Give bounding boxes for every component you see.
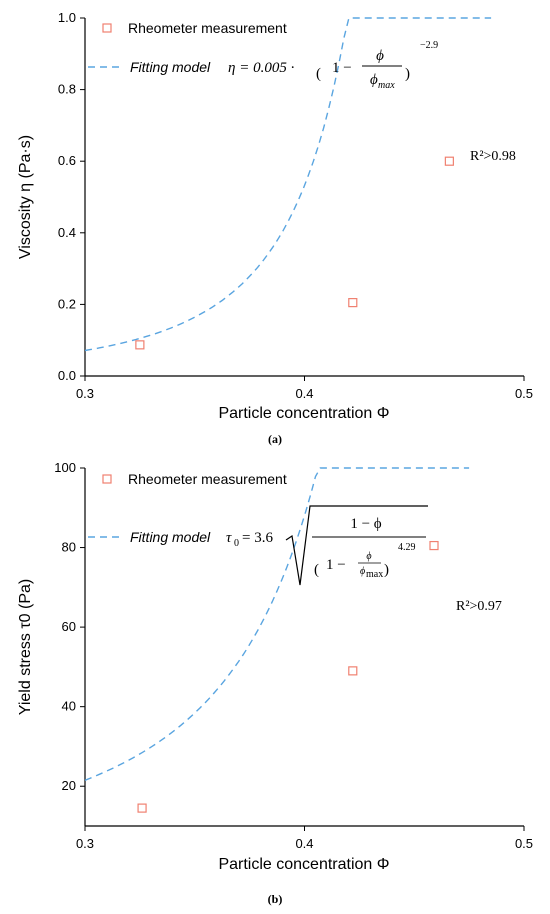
legend-marker-b xyxy=(102,474,112,484)
data-point xyxy=(348,666,358,676)
formula-b-den-lparen: ( xyxy=(314,562,319,578)
data-point xyxy=(444,156,454,166)
y-tick-label: 0.8 xyxy=(58,82,76,97)
formula-b-eq: = 3.6 xyxy=(242,530,273,546)
fit-curve-b xyxy=(84,467,470,781)
x-tick-label: 0.4 xyxy=(295,386,313,401)
formula-a-inner: 1 − xyxy=(332,60,352,76)
formula-b-num: 1 − ϕ xyxy=(350,516,381,532)
panel-a: 0.3 0.4 0.5 0.0 0.2 0.4 0.6 0.8 1.0 Particle co… xyxy=(17,10,533,446)
legend-marker-label-b: Rheometer measurement xyxy=(128,471,287,487)
caption-a: (a) xyxy=(268,432,282,446)
legend-marker-label-a: Rheometer measurement xyxy=(128,20,287,36)
y-tick-label: 40 xyxy=(62,699,76,714)
formula-b-den-rparen: ) xyxy=(384,562,389,578)
formula-a-lhs: η = 0.005 · xyxy=(228,60,294,76)
formula-a-lparen: ( xyxy=(316,66,321,82)
formula-b-den-inner: 1 − xyxy=(326,557,346,573)
formula-b-den-den: ϕ xyxy=(360,566,365,577)
caption-b: (b) xyxy=(268,892,283,906)
data-point xyxy=(348,298,358,308)
data-points-a xyxy=(135,156,454,350)
x-tick-label: 0.4 xyxy=(295,836,313,851)
legend-marker-a xyxy=(102,23,112,33)
formula-a: η = 0.005 · ( 1 − ϕ ϕ max ) −2.9 xyxy=(228,40,438,91)
formula-b-den-den-sub: max xyxy=(366,569,383,580)
data-point xyxy=(137,803,147,813)
y-ticks-b: 20 40 60 80 100 xyxy=(54,460,85,793)
formula-b-exponent: 4.29 xyxy=(398,542,416,553)
y-tick-label: 0.2 xyxy=(58,296,76,311)
y-tick-label: 20 xyxy=(62,778,76,793)
formula-b-den-num: ϕ xyxy=(366,551,371,562)
formula-a-num: ϕ xyxy=(376,48,384,64)
y-tick-label: 0.4 xyxy=(58,225,76,240)
formula-b-radical xyxy=(285,505,428,586)
y-tick-label: 60 xyxy=(62,619,76,634)
y-tick-label: 0.6 xyxy=(58,153,76,168)
formula-a-exponent: −2.9 xyxy=(420,40,438,51)
data-point xyxy=(429,540,439,551)
x-ticks-b: 0.3 0.4 0.5 xyxy=(76,826,533,851)
x-tick-label: 0.3 xyxy=(76,386,94,401)
y-tick-label: 100 xyxy=(54,460,76,475)
formula-b: τ 0 = 3.6 1 − ϕ ( 1 − ϕ ϕ max ) 4.29 xyxy=(226,505,428,586)
x-tick-label: 0.3 xyxy=(76,836,94,851)
y-ticks-a: 0.0 0.2 0.4 0.6 0.8 1.0 xyxy=(58,10,85,383)
y-tick-label: 80 xyxy=(62,540,76,555)
formula-a-rparen: ) xyxy=(405,66,410,82)
r2-label-b: R²>0.97 xyxy=(456,599,502,614)
formula-b-lhs: τ xyxy=(226,530,232,546)
x-axis-title-a: Particle concentration Φ xyxy=(218,405,389,422)
legend-fit-label-a: Fitting model xyxy=(130,59,211,75)
panel-b: 0.3 0.4 0.5 20 40 60 80 100 Particle concentra… xyxy=(17,460,533,906)
y-axis-title-a: Viscosity η (Pa·s) xyxy=(17,135,34,259)
x-tick-label: 0.5 xyxy=(515,386,533,401)
formula-a-den: ϕ xyxy=(370,72,378,88)
formula-b-lhs-sub: 0 xyxy=(234,538,239,549)
legend-fit-label-b: Fitting model xyxy=(130,529,211,545)
x-ticks-a: 0.3 0.4 0.5 xyxy=(76,376,533,401)
r2-label-a: R²>0.98 xyxy=(470,149,516,164)
y-axis-title-b: Yield stress τ0 (Pa) xyxy=(17,579,34,715)
x-tick-label: 0.5 xyxy=(515,836,533,851)
formula-a-den-sub: max xyxy=(378,80,395,91)
y-tick-label: 0.0 xyxy=(58,368,76,383)
data-point xyxy=(135,340,145,350)
y-tick-label: 1.0 xyxy=(58,10,76,25)
data-points-b xyxy=(137,540,439,813)
x-axis-title-b: Particle concentration Φ xyxy=(218,856,389,873)
